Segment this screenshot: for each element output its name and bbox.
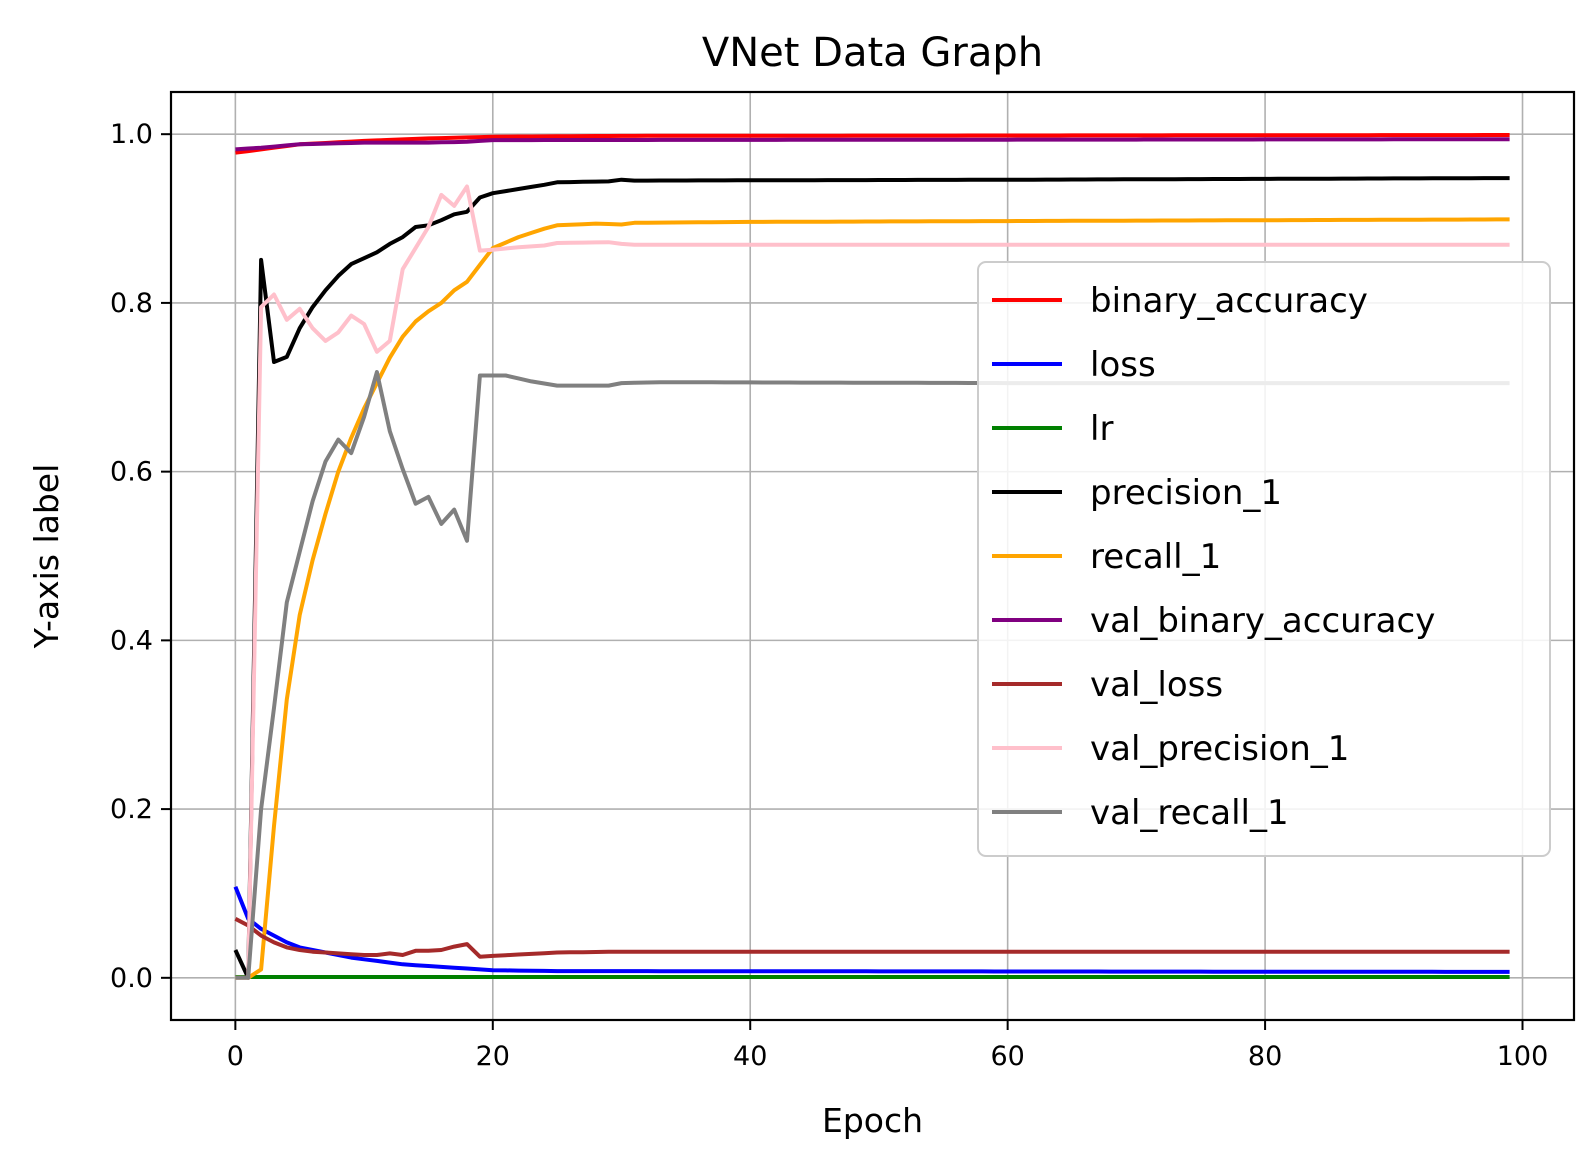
x-tick-label: 20 bbox=[476, 1041, 510, 1072]
legend-label: lr bbox=[1090, 409, 1113, 449]
legend-label: loss bbox=[1090, 345, 1156, 385]
legend-label: val_precision_1 bbox=[1090, 729, 1349, 769]
series-line-val-binary-accuracy bbox=[235, 137, 1510, 152]
y-tick-label: 0.6 bbox=[110, 457, 153, 488]
series-line-recall-1 bbox=[235, 217, 1510, 980]
legend-label: val_recall_1 bbox=[1090, 793, 1289, 833]
legend-label: binary_accuracy bbox=[1090, 281, 1368, 321]
y-tick-label: 0.4 bbox=[110, 625, 153, 656]
legend-label: val_loss bbox=[1090, 665, 1223, 705]
legend-label: precision_1 bbox=[1090, 473, 1282, 513]
x-tick-label: 100 bbox=[1497, 1041, 1549, 1072]
x-tick-label: 60 bbox=[990, 1041, 1024, 1072]
legend-box bbox=[977, 261, 1551, 857]
x-tick-label: 40 bbox=[733, 1041, 767, 1072]
y-tick-label: 0.0 bbox=[110, 963, 153, 994]
x-tick-label: 80 bbox=[1248, 1041, 1282, 1072]
legend-label: recall_1 bbox=[1090, 537, 1221, 577]
x-tick-label: 0 bbox=[227, 1041, 244, 1072]
series-layer bbox=[233, 133, 1510, 980]
legend-label: val_binary_accuracy bbox=[1090, 601, 1435, 641]
series-line-binary-accuracy bbox=[235, 133, 1510, 155]
series-line-val-loss bbox=[234, 917, 1510, 959]
y-tick-label: 0.2 bbox=[110, 794, 153, 825]
series-line-loss bbox=[233, 885, 1510, 974]
y-axis-label: Y-axis label bbox=[27, 464, 66, 650]
y-tick-label: 1.0 bbox=[110, 119, 153, 150]
x-axis-label: Epoch bbox=[822, 1101, 923, 1140]
series-line-val-precision-1 bbox=[235, 184, 1510, 980]
chart-title: VNet Data Graph bbox=[702, 30, 1043, 76]
axis-ticks: 0 20 40 60 80 100 0.0 0.2 0.4 0.6 0.8 1.0 bbox=[110, 119, 1548, 1072]
axes-frame bbox=[169, 90, 1576, 1022]
series-line-precision-1 bbox=[233, 176, 1510, 980]
y-tick-label: 0.8 bbox=[110, 288, 153, 319]
